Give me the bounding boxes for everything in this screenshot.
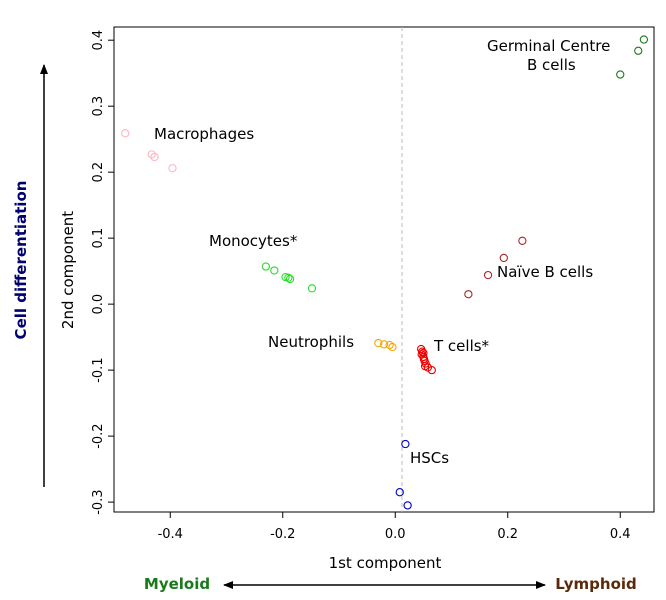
annotation-t-cells: T cells* bbox=[433, 337, 490, 355]
point-hscs bbox=[401, 439, 410, 449]
x-tick-label: 0.0 bbox=[385, 527, 406, 542]
y-axis: -0.3 -0.2 -0.1 0.0 0.1 0.2 0.3 0.4 bbox=[91, 30, 114, 515]
y-tick-label: -0.3 bbox=[91, 489, 106, 514]
annotation-macrophages: Macrophages bbox=[154, 125, 254, 143]
point-macrophages bbox=[168, 164, 177, 173]
point-hscs bbox=[395, 488, 404, 497]
y-tick-label: 0.2 bbox=[91, 162, 106, 183]
y-tick-label: 0.1 bbox=[91, 228, 106, 249]
y-tick-label: 0.0 bbox=[91, 294, 106, 315]
annotation-hscs: HSCs bbox=[410, 449, 449, 467]
point-t-cells bbox=[419, 348, 428, 358]
point-neutrophils bbox=[379, 340, 389, 349]
point-t-cells bbox=[427, 365, 436, 375]
y-tick-label: 0.3 bbox=[91, 96, 106, 117]
point-macrophages bbox=[121, 129, 130, 138]
point-monocytes bbox=[270, 266, 279, 275]
y-tick-label: 0.4 bbox=[91, 30, 106, 51]
point-monocytes bbox=[285, 274, 295, 284]
point-neutrophils bbox=[374, 338, 383, 348]
x-tick-label: -0.4 bbox=[158, 527, 183, 542]
annotation-neutrophils: Neutrophils bbox=[268, 333, 354, 351]
point-germinal-centre-b-cells bbox=[616, 70, 625, 79]
point-macrophages bbox=[150, 152, 159, 162]
x-tick-label: 0.2 bbox=[497, 527, 518, 542]
myeloid-label: Myeloid bbox=[144, 575, 210, 593]
x-axis: -0.4 -0.2 0.0 0.2 0.4 bbox=[158, 512, 631, 542]
point-germinal-centre-b-cells bbox=[634, 46, 643, 55]
point-na-ve-b-cells bbox=[483, 270, 493, 280]
x-tick-label: -0.2 bbox=[270, 527, 295, 542]
x-tick-label: 0.4 bbox=[610, 527, 631, 542]
y-tick-label: -0.2 bbox=[91, 423, 106, 448]
annotation-germinal-centre-line2: B cells bbox=[527, 56, 576, 74]
point-na-ve-b-cells bbox=[464, 290, 473, 299]
y-axis-title: 2nd component bbox=[59, 211, 77, 329]
point-germinal-centre-b-cells bbox=[639, 35, 649, 44]
data-points bbox=[121, 35, 649, 510]
point-monocytes bbox=[307, 284, 317, 293]
lymphoid-label: Lymphoid bbox=[555, 575, 637, 593]
point-macrophages bbox=[147, 150, 156, 159]
point-monocytes bbox=[261, 262, 271, 271]
point-na-ve-b-cells bbox=[499, 253, 508, 263]
annotation-naive-b-cells: Naïve B cells bbox=[497, 263, 593, 281]
point-hscs bbox=[403, 501, 412, 510]
point-na-ve-b-cells bbox=[518, 236, 527, 245]
y-tick-label: -0.1 bbox=[91, 357, 106, 382]
plot-frame bbox=[113, 26, 655, 513]
point-monocytes bbox=[284, 273, 293, 282]
x-axis-title: 1st component bbox=[329, 554, 442, 572]
annotation-germinal-centre-line1: Germinal Centre bbox=[487, 37, 610, 55]
cell-differentiation-label: Cell differentiation bbox=[12, 181, 30, 340]
point-neutrophils bbox=[388, 342, 397, 352]
annotation-monocytes: Monocytes* bbox=[209, 232, 298, 250]
